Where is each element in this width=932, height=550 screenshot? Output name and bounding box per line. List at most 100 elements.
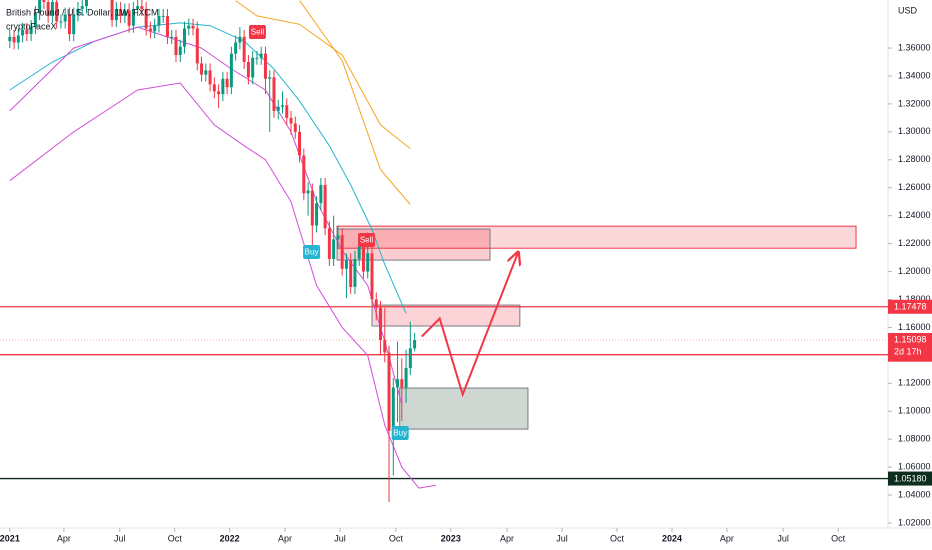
x-tick-label: Oct — [831, 533, 846, 543]
candle-body — [140, 6, 144, 9]
candle-body — [170, 36, 174, 38]
candle-body — [229, 53, 233, 88]
x-tick-label: Jul — [556, 533, 568, 543]
chart-title: British Pound / U.S. Dollar, 1W, FXCM — [6, 7, 159, 17]
candle-body — [131, 8, 135, 26]
y-tick-label: 1.28000 — [898, 154, 931, 164]
candle-body — [336, 235, 340, 240]
countdown-label: 2d 17h — [894, 346, 922, 356]
candle-body — [165, 15, 169, 37]
candle-body — [361, 246, 365, 272]
candle-body — [289, 117, 293, 124]
candle-body — [25, 29, 29, 35]
x-tick-label: Apr — [500, 533, 514, 543]
candle-body — [255, 57, 259, 59]
y-tick-label: 1.12000 — [898, 378, 931, 388]
candle-body — [16, 35, 20, 43]
candle-body — [80, 6, 84, 9]
signal-badge — [303, 244, 321, 259]
y-tick-label: 1.16000 — [898, 322, 931, 332]
y-tick-label: 1.10000 — [898, 406, 931, 416]
candle-body — [242, 36, 246, 63]
candle-body — [370, 253, 374, 300]
y-tick-label: 1.36000 — [898, 42, 931, 52]
x-tick-label: 2023 — [441, 533, 461, 543]
last-price-label: 1.15098 — [894, 334, 927, 344]
forecast-arrow — [421, 254, 518, 398]
candle-body — [366, 253, 370, 272]
candle-body — [353, 258, 357, 287]
candle-body — [144, 8, 148, 29]
candle-body — [379, 307, 383, 340]
candle-body — [123, 10, 127, 16]
candle-body — [119, 8, 123, 16]
y-tick-label: 1.22000 — [898, 238, 931, 248]
candle-body — [408, 348, 412, 368]
candle-body — [212, 84, 216, 92]
candle-body — [208, 70, 212, 85]
y-tick-label: 1.34000 — [898, 70, 931, 80]
candle-body — [246, 62, 250, 78]
candle-body — [59, 21, 63, 23]
candle-body — [349, 260, 353, 287]
y-tick-label: 1.02000 — [898, 517, 931, 527]
candle-body — [191, 25, 195, 29]
candle-body — [327, 228, 331, 259]
price-label: 1.17478 — [894, 302, 927, 312]
x-tick-label: Oct — [389, 533, 404, 543]
candle-body — [234, 42, 238, 54]
candle-body — [315, 203, 319, 226]
y-tick-label: 1.08000 — [898, 434, 931, 444]
candle-body — [114, 8, 118, 21]
candle-body — [157, 15, 161, 26]
candle-body — [306, 190, 310, 194]
price-label-box — [888, 471, 932, 486]
candle-body — [383, 339, 387, 353]
candle-body — [400, 379, 404, 388]
candle-body — [302, 155, 306, 194]
indicator-line — [9, 82, 436, 489]
indicator-line — [299, 0, 411, 205]
candle-body — [387, 352, 391, 431]
candle-body — [310, 190, 314, 226]
signal-label: Sell — [360, 236, 374, 245]
candle-body — [55, 1, 59, 22]
candle-body — [33, 13, 37, 28]
y-tick-label: 1.24000 — [898, 210, 931, 220]
candle-body — [67, 14, 71, 35]
candle-body — [357, 246, 361, 259]
x-tick-label: Apr — [278, 533, 292, 543]
candle-body — [127, 10, 131, 26]
candle-body — [217, 91, 221, 95]
x-tick-label: Apr — [57, 533, 71, 543]
y-tick-label: 1.06000 — [898, 461, 931, 471]
candle-body — [84, 0, 88, 7]
indicator-name: cryptoFaceX — [6, 21, 57, 31]
y-tick-label: 1.26000 — [898, 182, 931, 192]
candle-body — [187, 25, 191, 29]
candle-body — [319, 184, 323, 204]
candle-body — [221, 78, 225, 95]
y-tick-label: 1.04000 — [898, 489, 931, 499]
candle-body — [344, 260, 348, 269]
signal-label: Buy — [393, 429, 407, 438]
candle-body — [374, 299, 378, 308]
candle-body — [12, 36, 16, 43]
x-tick-label: Jul — [334, 533, 346, 543]
plot-area: Sell Sell Buy Buy — [0, 0, 888, 503]
x-tick-label: Jul — [114, 533, 126, 543]
x-tick-label: Jul — [777, 533, 789, 543]
y-tick-label: 1.18000 — [898, 294, 931, 304]
candle-body — [72, 14, 76, 35]
x-tick-label: 2024 — [662, 533, 682, 543]
indicator-line — [235, 0, 411, 149]
y-tick-label: 1.20000 — [898, 266, 931, 276]
candle-body — [50, 1, 54, 16]
candle-body — [259, 53, 263, 58]
x-tick-label: Apr — [720, 533, 734, 543]
candle-body — [148, 28, 152, 32]
candle-body — [38, 0, 42, 14]
signal-label: Sell — [251, 28, 265, 37]
candle-body — [332, 239, 336, 259]
